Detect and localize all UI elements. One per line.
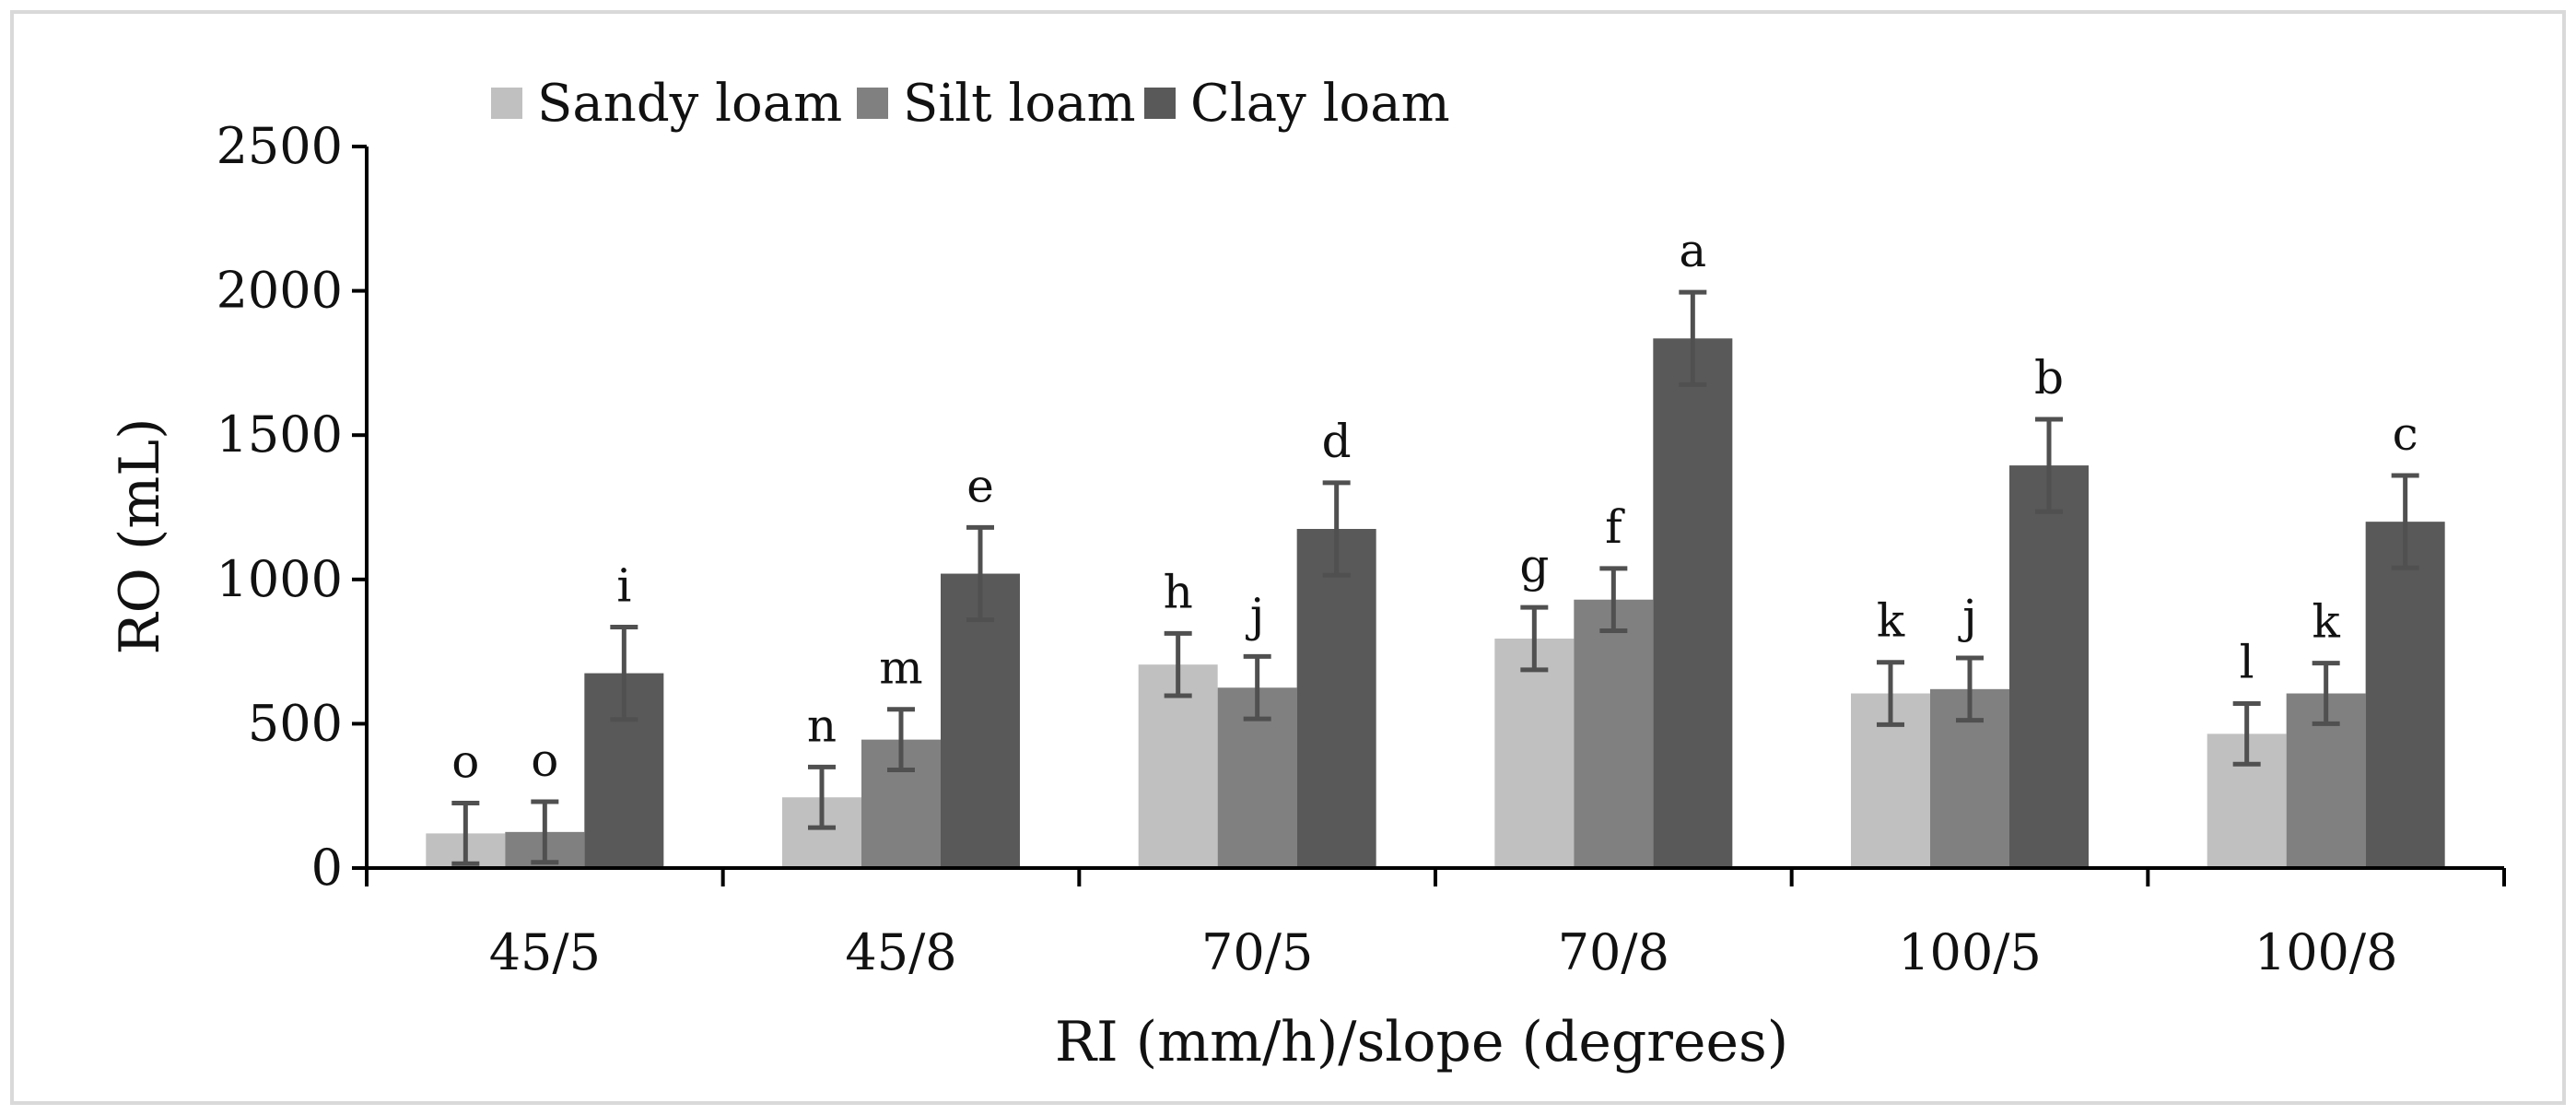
legend-swatch — [857, 88, 888, 119]
bar — [2009, 465, 2089, 868]
legend-swatch — [1144, 88, 1176, 119]
significance-label: f — [1605, 500, 1625, 554]
y-axis-title: RO (mL) — [108, 418, 172, 655]
significance-label: e — [966, 459, 994, 512]
x-tick-label: 45/5 — [489, 923, 601, 981]
bar — [1138, 664, 1218, 868]
y-tick-label: 2500 — [217, 117, 343, 175]
x-tick-label: 70/8 — [1558, 923, 1669, 981]
x-tick-label: 100/5 — [1898, 923, 2042, 981]
significance-label: a — [1679, 224, 1706, 277]
bar — [941, 573, 1020, 868]
y-tick-label: 500 — [248, 694, 343, 752]
legend-label: Silt loam — [903, 74, 1136, 134]
significance-label: o — [531, 734, 558, 787]
x-axis-title: RI (mm/h)/slope (degrees) — [1055, 1010, 1788, 1074]
significance-label: j — [1246, 588, 1265, 641]
y-tick-label: 0 — [311, 839, 343, 897]
significance-label: d — [1322, 415, 1352, 468]
x-tick-label: 70/5 — [1201, 923, 1313, 981]
significance-label: i — [616, 558, 631, 612]
y-tick-label: 1500 — [217, 405, 343, 464]
legend-label: Clay loam — [1190, 74, 1450, 134]
x-tick-label: 100/8 — [2254, 923, 2398, 981]
significance-label: j — [1958, 590, 1977, 643]
significance-label: l — [2240, 635, 2254, 688]
bar — [1574, 599, 1654, 868]
significance-label: c — [2393, 407, 2418, 461]
legend-label: Sandy loam — [537, 74, 842, 134]
legend: Sandy loam Silt loam Clay loam — [491, 74, 1450, 134]
significance-label: o — [451, 735, 479, 789]
x-tick-label: 45/8 — [845, 923, 956, 981]
chart-border — [10, 10, 2566, 1105]
significance-label: n — [807, 698, 837, 752]
significance-label: g — [1519, 539, 1549, 593]
bar — [1494, 639, 1575, 868]
bar — [1296, 528, 1376, 868]
significance-label: k — [2313, 595, 2341, 649]
significance-label: h — [1164, 565, 1193, 618]
significance-label: k — [1877, 594, 1905, 648]
y-tick-label: 1000 — [217, 550, 343, 608]
bar — [2365, 522, 2445, 868]
bar — [1653, 338, 1733, 868]
significance-label: m — [879, 641, 922, 695]
significance-label: b — [2034, 351, 2064, 405]
y-tick-label: 2000 — [217, 262, 343, 320]
legend-swatch — [491, 88, 522, 119]
